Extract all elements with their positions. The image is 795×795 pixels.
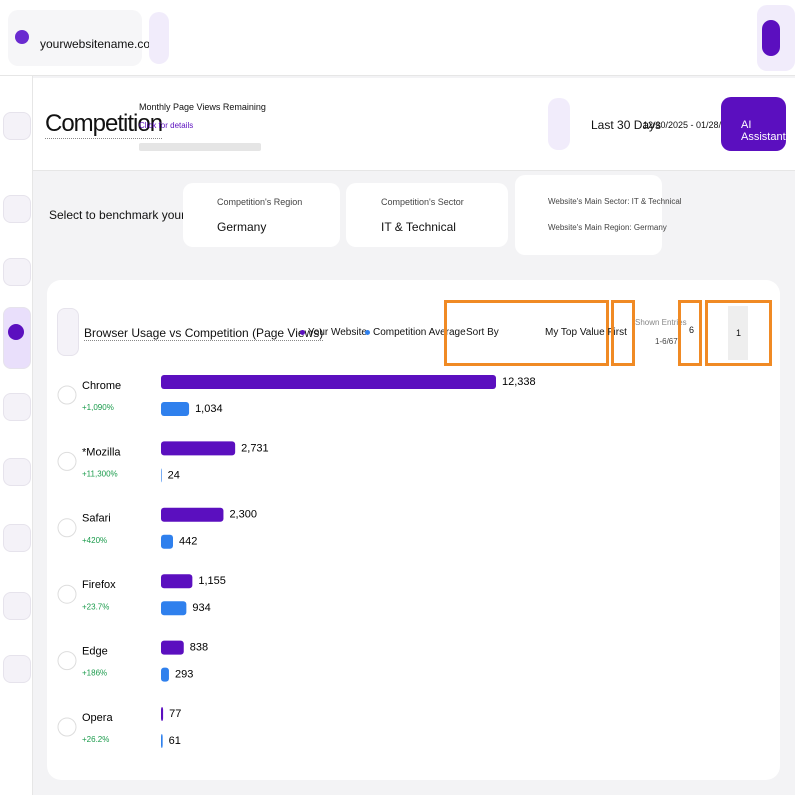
entries-select[interactable]: 6	[678, 300, 702, 366]
page-number[interactable]: 1	[736, 328, 742, 338]
browser-name: Edge	[82, 646, 108, 658]
browser-name: *Mozilla	[82, 446, 121, 458]
nav-icon[interactable]	[3, 393, 31, 421]
change-label: +23.7%	[82, 602, 109, 611]
nav-icon-active[interactable]	[3, 307, 31, 369]
legend-dot	[365, 330, 370, 335]
range-dates[interactable]: 12/30/2025 - 01/28/2026	[643, 120, 742, 130]
browser-icon	[57, 717, 77, 737]
value-label: 293	[175, 669, 193, 681]
bar	[161, 468, 162, 483]
change-label: +186%	[82, 669, 107, 678]
bar	[161, 667, 169, 682]
main-info[interactable]	[515, 175, 662, 255]
value-label: 12,338	[502, 376, 536, 388]
range-label[interactable]: Last 30 Days	[591, 118, 662, 132]
ai-button[interactable]	[721, 97, 786, 151]
refresh-button[interactable]	[548, 98, 570, 150]
nav-icon[interactable]	[3, 592, 31, 620]
main-region: Website's Main Region: Germany	[548, 223, 667, 232]
chart-card	[47, 280, 780, 780]
browser-name: Safari	[82, 513, 111, 525]
nav-icon[interactable]	[3, 655, 31, 683]
bar	[161, 601, 187, 616]
entries-range: 1-6/67	[655, 337, 678, 346]
chart-title: Browser Usage vs Competition (Page Views…	[84, 326, 324, 341]
site-name: yourwebsitename.com	[40, 37, 161, 51]
change-label: +26.2%	[82, 735, 109, 744]
browser-icon	[57, 584, 77, 604]
nav-icon[interactable]	[3, 258, 31, 286]
filter-button[interactable]	[611, 300, 635, 366]
sector-value: IT & Technical	[381, 220, 456, 234]
site-icon	[15, 30, 29, 44]
browser-icon	[57, 518, 77, 538]
active-dot	[8, 324, 24, 340]
legend-label[interactable]: Competition Average	[373, 327, 466, 338]
value-label: 2,300	[229, 509, 257, 521]
legend-dot	[300, 330, 305, 335]
bar	[161, 507, 224, 522]
entries-label: Shown Entries	[635, 318, 687, 327]
value-label: 838	[190, 642, 208, 654]
browser-icon	[57, 651, 77, 671]
region-value: Germany	[217, 220, 267, 234]
bar	[161, 534, 174, 549]
bar	[161, 707, 164, 721]
pagination	[705, 300, 772, 366]
value-label: 442	[179, 536, 197, 548]
sector-label: Competition's Sector	[381, 197, 464, 207]
ai-label: AI Assistant	[741, 119, 786, 143]
site-selector[interactable]	[8, 10, 142, 66]
region-select[interactable]	[183, 183, 340, 247]
nav-icon[interactable]	[3, 458, 31, 486]
value-label: 61	[169, 735, 181, 747]
page-number-bg	[728, 306, 748, 360]
nav-icon[interactable]	[3, 112, 31, 140]
nav-icon[interactable]	[3, 524, 31, 552]
value-label: 1,034	[195, 403, 223, 415]
region-label: Competition's Region	[217, 197, 303, 207]
bar	[161, 574, 193, 589]
bar-chart: Chrome +1,090% 12,338 1,034 *Mozilla +11,300%…	[57, 375, 536, 748]
change-label: +420%	[82, 536, 107, 545]
browser-name: Chrome	[82, 380, 121, 392]
toolbar	[33, 78, 795, 171]
nav-icon[interactable]	[3, 195, 31, 223]
bar	[161, 734, 163, 748]
browser-name: Opera	[82, 712, 113, 724]
sidebar	[0, 76, 33, 795]
chart-icon	[57, 308, 79, 356]
quota-link[interactable]: Click for details	[139, 121, 194, 130]
sector-select[interactable]	[346, 183, 508, 247]
quota-label: Monthly Page Views Remaining	[139, 102, 266, 112]
avatar	[762, 20, 780, 56]
main-sector: Website's Main Sector: IT & Technical	[548, 197, 682, 206]
bar	[161, 640, 184, 655]
bar	[161, 441, 236, 456]
browser-name: Firefox	[82, 579, 116, 591]
sort-value: My Top Value First	[545, 327, 627, 338]
value-label: 24	[168, 469, 180, 481]
bar	[161, 402, 190, 416]
value-label: 1,155	[198, 575, 226, 587]
value-label: 934	[192, 602, 210, 614]
change-label: +11,300%	[82, 470, 118, 479]
value-label: 77	[169, 708, 181, 720]
page-title: Competition	[45, 110, 163, 139]
legend-label[interactable]: Your Website	[308, 327, 367, 338]
browser-icon	[57, 451, 77, 471]
quota-bar	[139, 143, 261, 151]
sort-label: Sort By	[466, 327, 499, 338]
change-label: +1,090%	[82, 403, 114, 412]
open-link[interactable]	[149, 12, 169, 64]
sort-control[interactable]	[444, 300, 609, 366]
bar	[161, 375, 496, 389]
value-label: 2,731	[241, 442, 269, 454]
browser-icon	[57, 385, 77, 405]
